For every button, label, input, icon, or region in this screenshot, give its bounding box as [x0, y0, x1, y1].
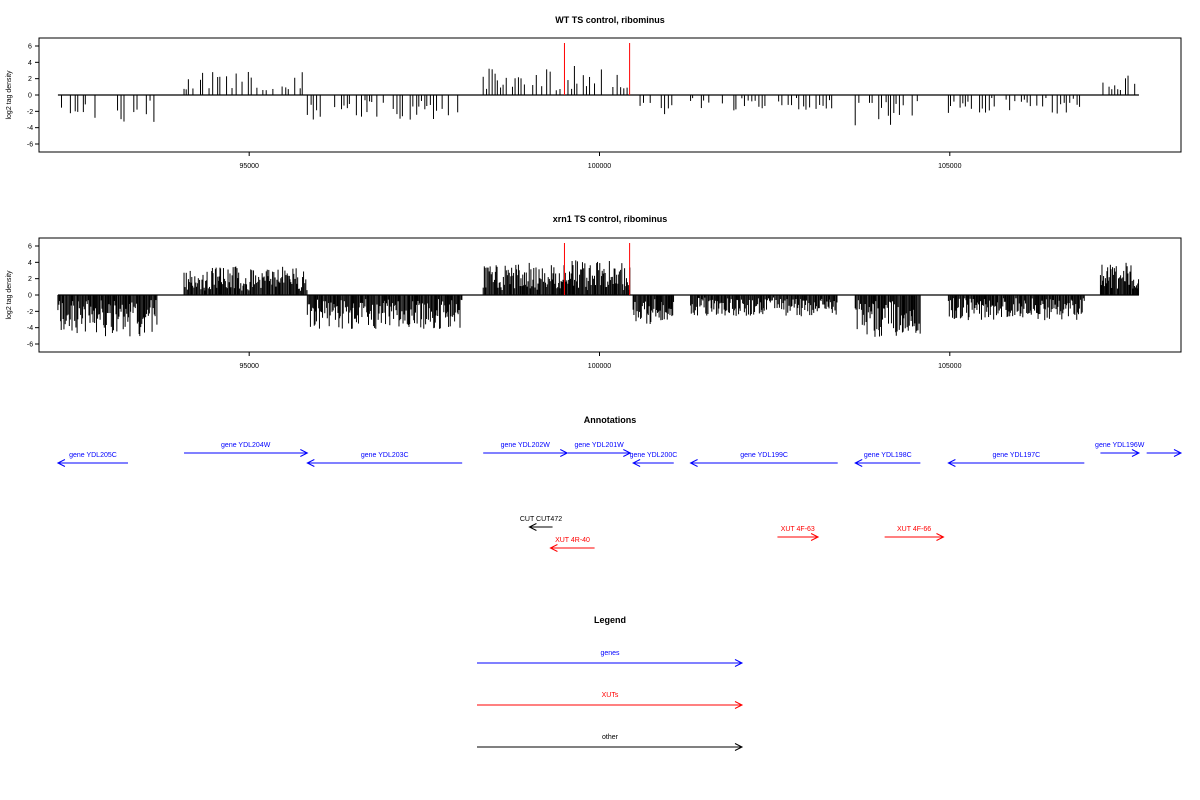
y-tick-label: -4 — [27, 125, 33, 132]
feature-label: gene YDL200C — [630, 452, 678, 459]
x-tick-label: 105000 — [938, 363, 961, 370]
feature-label: gene YDL199C — [740, 452, 788, 459]
legend-items: genes XUTs other — [477, 650, 744, 751]
feature-arrow-head — [300, 449, 309, 457]
legend-label: genes — [600, 650, 620, 657]
feature-label: XUT 4F-63 — [781, 526, 815, 533]
feature-label: CUT CUT472 — [520, 516, 562, 523]
legend-title: Legend — [594, 615, 626, 625]
legend: Legend genes XUTs other — [477, 615, 744, 751]
feature-arrow-head — [549, 544, 558, 552]
feature-gene: gene YDL196W — [1095, 442, 1145, 457]
y-tick-label: -4 — [27, 325, 33, 332]
feature-gene: gene YDL200C — [630, 452, 678, 467]
xrn1-panel-title: xrn1 TS control, ribominus — [553, 214, 668, 224]
feature-arrow-head — [306, 459, 315, 467]
feature-label: gene YDL204W — [221, 442, 271, 449]
y-tick-label: 6 — [28, 44, 32, 51]
wt-panel-title: WT TS control, ribominus — [555, 15, 665, 25]
y-tick-label: 2 — [28, 276, 32, 283]
legend-item-other: other — [477, 734, 744, 751]
feature-arrow-head — [810, 533, 820, 541]
y-tick-label: 4 — [28, 260, 32, 267]
x-tick-label: 100000 — [588, 363, 611, 370]
feature-arrow-head — [632, 459, 641, 467]
feature-label: gene YDL201W — [574, 442, 624, 449]
feature-label: gene YDL205C — [69, 452, 117, 459]
feature-gene: gene YDL202W — [483, 442, 569, 457]
feature-arrow-head — [936, 533, 945, 541]
feature-arrow-head — [854, 459, 863, 467]
y-tick-label: 0 — [28, 293, 32, 300]
feature-xut: XUT 4F-63 — [777, 526, 820, 541]
legend-label: other — [602, 734, 619, 741]
feature-gene: gene YDL205C — [56, 452, 128, 467]
legend-item-xut: XUTs — [477, 692, 744, 709]
y-tick-label: -6 — [27, 142, 33, 149]
annotation-features: gene YDL205C gene YDL204W gene YDL203C gene… — [56, 442, 1183, 552]
feature-label: XUT 4R-40 — [555, 537, 590, 544]
feature-arrow-head — [1131, 449, 1141, 457]
wt-density-panel: WT TS control, ribominus log2 tag densit… — [6, 15, 1182, 170]
wt-axes: -6 -4 -2 0 2 4 6 95000 100000 105000 — [27, 44, 1139, 170]
y-tick-label: -6 — [27, 342, 33, 349]
feature-label: gene YDL198C — [864, 452, 912, 459]
legend-arrow-head — [734, 701, 744, 709]
feature-gene: gene YDL199C — [689, 452, 838, 467]
feature-xut: XUT 4R-40 — [549, 537, 595, 552]
y-tick-label: 2 — [28, 76, 32, 83]
feature-gene: gene YDL203C — [306, 452, 463, 467]
y-tick-label: 0 — [28, 93, 32, 100]
x-tick-label: 105000 — [938, 163, 961, 170]
legend-arrow-head — [734, 743, 744, 751]
feature-arrow-head — [623, 449, 632, 457]
feature-arrow-head — [56, 459, 66, 467]
legend-item-gene: genes — [477, 650, 744, 667]
feature-arrow-head — [560, 449, 569, 457]
xrn1-density-panel: xrn1 TS control, ribominus log2 tag dens… — [6, 214, 1182, 370]
y-tick-label: 4 — [28, 60, 32, 67]
y-tick-label: -2 — [27, 309, 33, 316]
legend-label: XUTs — [602, 692, 619, 699]
x-tick-label: 95000 — [239, 163, 259, 170]
feature-label: gene YDL203C — [361, 452, 409, 459]
feature-label: XUT 4F-66 — [897, 526, 931, 533]
feature-gene: gene YDL197C — [947, 452, 1085, 467]
feature-gene: gene YDL204W — [184, 442, 309, 457]
wt-markers — [563, 43, 631, 95]
feature-gene: gene YDL198C — [854, 452, 921, 467]
feature-other: CUT CUT472 — [520, 516, 562, 531]
xrn1-markers — [563, 243, 631, 295]
wt-y-axis-label: log2 tag density — [6, 70, 13, 120]
annotations-title: Annotations — [584, 415, 637, 425]
feature-arrow-head — [689, 459, 698, 467]
feature-gene — [1146, 449, 1183, 457]
xrn1-bars — [57, 260, 1140, 337]
x-tick-label: 100000 — [588, 163, 611, 170]
feature-gene: gene YDL201W — [567, 442, 632, 457]
feature-arrow-head — [947, 459, 956, 467]
feature-arrow-head — [528, 523, 537, 531]
feature-label: gene YDL196W — [1095, 442, 1145, 449]
xrn1-y-axis-label: log2 tag density — [6, 270, 13, 320]
legend-arrow-head — [734, 659, 744, 667]
feature-arrow-head — [1173, 449, 1183, 457]
x-tick-label: 95000 — [239, 363, 259, 370]
wt-bars — [60, 66, 1136, 126]
y-tick-label: -2 — [27, 109, 33, 116]
feature-xut: XUT 4F-66 — [884, 526, 945, 541]
feature-label: gene YDL202W — [501, 442, 551, 449]
feature-label: gene YDL197C — [992, 452, 1040, 459]
y-tick-label: 6 — [28, 244, 32, 251]
